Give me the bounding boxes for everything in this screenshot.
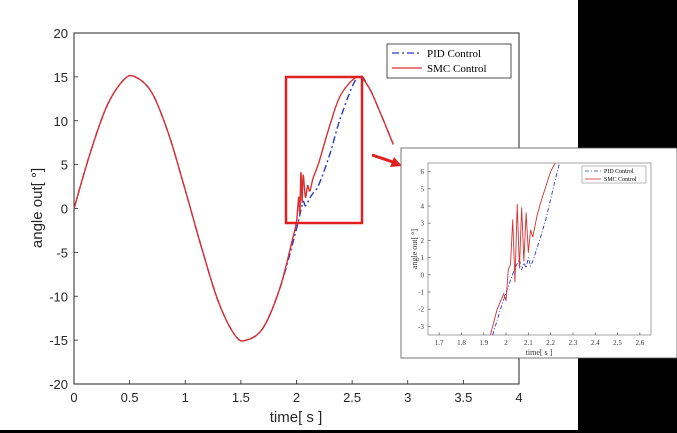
main-legend-box [386, 43, 512, 79]
main-x-tick-label: 4 [515, 390, 522, 405]
inset-x-tick-label: 2.6 [635, 339, 644, 347]
main-x-tick-label: 1.5 [232, 390, 250, 405]
black-block-bottom [578, 357, 677, 433]
main-x-tick-label: 2 [293, 390, 300, 405]
main-legend-smc-label: SMC Control [427, 63, 487, 75]
main-y-tick-label: 5 [61, 158, 68, 173]
main-y-tick-label: 0 [61, 202, 68, 217]
inset-ticks: 1.7 1.8 1.9 2 2.1 2.2 2.3 2.4 2.5 2.6 -3 -2 -1 0 1 2 3 4 5… [418, 168, 645, 347]
inset-y-tick-label: -1 [418, 289, 424, 297]
inset-series [490, 162, 561, 336]
inset-chart: 1.7 1.8 1.9 2 2.1 2.2 2.3 2.4 2.5 2.6 -3 -2 -1 0 1 2 3 4 5… [400, 147, 677, 359]
main-y-axis-label: angle out[ °] [29, 168, 46, 248]
main-y-tick-label: 20 [54, 26, 68, 41]
inset-y-tick-label: 4 [421, 203, 425, 211]
inset-x-tick-label: 2.3 [569, 339, 578, 347]
main-x-axis-label: time[ s ] [270, 409, 323, 426]
main-x-tick-label: 1 [182, 390, 189, 405]
inset-x-tick-label: 1.7 [435, 339, 444, 347]
black-bar-bottom [0, 430, 677, 433]
inset-legend-smc-label: SMC Control [604, 177, 637, 183]
main-y-tick-label: 15 [54, 70, 68, 85]
inset-y-tick-label: -3 [418, 323, 424, 331]
black-block-top [578, 0, 677, 148]
inset-series-pid-line [492, 162, 561, 336]
inset-x-tick-label: 2 [504, 339, 508, 347]
inset-x-tick-label: 1.9 [479, 339, 488, 347]
inset-y-tick-label: 5 [421, 185, 425, 193]
inset-y-tick-label: 1 [421, 254, 425, 262]
main-y-tick-label: -20 [49, 377, 68, 392]
zoom-arrow [371, 153, 402, 167]
inset-y-axis-label: angle out[ °] [410, 229, 419, 269]
inset-y-tick-label: 6 [421, 168, 425, 176]
main-y-tick-label: -10 [49, 289, 68, 304]
inset-x-axis-label: time[ s ] [526, 348, 553, 357]
inset-y-tick-label: -2 [418, 306, 424, 314]
main-y-tick-label: -15 [49, 333, 68, 348]
zoom-highlight-box [284, 75, 364, 225]
inset-plot-frame [427, 162, 652, 336]
main-series-smc-line [73, 74, 394, 342]
inset-y-tick-label: 0 [421, 271, 425, 279]
inset-x-tick-label: 1.8 [457, 339, 466, 347]
main-x-tick-label: 0 [70, 390, 77, 405]
inset-x-tick-label: 2.5 [613, 339, 622, 347]
inset-x-tick-label: 2.1 [524, 339, 533, 347]
main-x-tick-label: 3 [404, 390, 411, 405]
inset-y-tick-label: 3 [421, 220, 425, 228]
main-x-tick-label: 0.5 [121, 390, 139, 405]
inset-x-tick-label: 2.4 [591, 339, 600, 347]
inset-legend: PID Control SMC Control [581, 165, 647, 184]
main-series [73, 74, 394, 342]
inset-y-tick-label: 2 [421, 237, 425, 245]
inset-x-tick-label: 2.2 [546, 339, 555, 347]
main-legend: PID Control SMC Control [386, 43, 512, 79]
main-y-tick-label: -5 [56, 245, 68, 260]
main-legend-pid-label: PID Control [427, 48, 481, 60]
inset-legend-pid-label: PID Control [604, 169, 634, 175]
inset-series-smc-line [490, 162, 556, 336]
main-y-tick-label: 10 [54, 114, 68, 129]
main-x-tick-label: 2.5 [343, 390, 361, 405]
main-x-tick-label: 3.5 [454, 390, 472, 405]
